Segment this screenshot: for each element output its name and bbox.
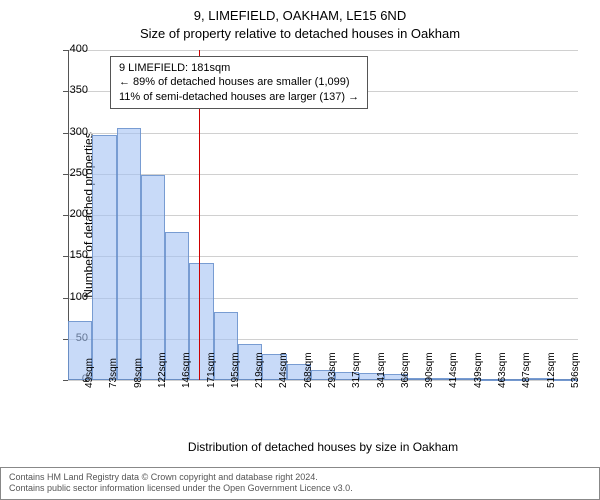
x-tick-label: 414sqm [448, 352, 459, 388]
x-tick-label: 536sqm [570, 352, 581, 388]
x-tick-label: 122sqm [157, 352, 168, 388]
x-tick-label: 49sqm [84, 358, 95, 388]
x-tick-label: 244sqm [278, 352, 289, 388]
x-tick-label: 195sqm [230, 352, 241, 388]
x-tick-label: 98sqm [133, 358, 144, 388]
x-tick-label: 463sqm [497, 352, 508, 388]
x-tick-label: 171sqm [206, 352, 217, 388]
x-axis-label: Distribution of detached houses by size … [68, 440, 578, 454]
x-tick-label: 390sqm [424, 352, 435, 388]
attribution-box: Contains HM Land Registry data © Crown c… [0, 467, 600, 500]
x-tick-label: 341sqm [376, 352, 387, 388]
x-tick-label: 317sqm [351, 352, 362, 388]
annotation-box: 9 LIMEFIELD: 181sqm ← 89% of detached ho… [110, 56, 368, 109]
x-tick-label: 219sqm [254, 352, 265, 388]
x-tick-label: 439sqm [473, 352, 484, 388]
chart-container: 9, LIMEFIELD, OAKHAM, LE15 6ND Size of p… [0, 0, 600, 500]
x-tick-label: 146sqm [181, 352, 192, 388]
y-tick-mark [63, 380, 68, 381]
annotation-line1: 9 LIMEFIELD: 181sqm [119, 61, 359, 75]
annotation-line3: 11% of semi-detached houses are larger (… [119, 90, 359, 104]
bar [92, 135, 116, 380]
x-tick-label: 512sqm [546, 352, 557, 388]
x-tick-label: 487sqm [521, 352, 532, 388]
attribution-line1: Contains HM Land Registry data © Crown c… [9, 472, 591, 484]
chart-title-main: 9, LIMEFIELD, OAKHAM, LE15 6ND [0, 8, 600, 23]
attribution-line2: Contains public sector information licen… [9, 483, 591, 495]
chart-title-sub: Size of property relative to detached ho… [0, 26, 600, 41]
x-tick-label: 73sqm [108, 358, 119, 388]
bar [117, 128, 141, 380]
x-tick-label: 293sqm [327, 352, 338, 388]
bar [141, 175, 165, 380]
x-tick-label: 366sqm [400, 352, 411, 388]
annotation-line2: ← 89% of detached houses are smaller (1,… [119, 75, 359, 89]
x-tick-label: 268sqm [303, 352, 314, 388]
